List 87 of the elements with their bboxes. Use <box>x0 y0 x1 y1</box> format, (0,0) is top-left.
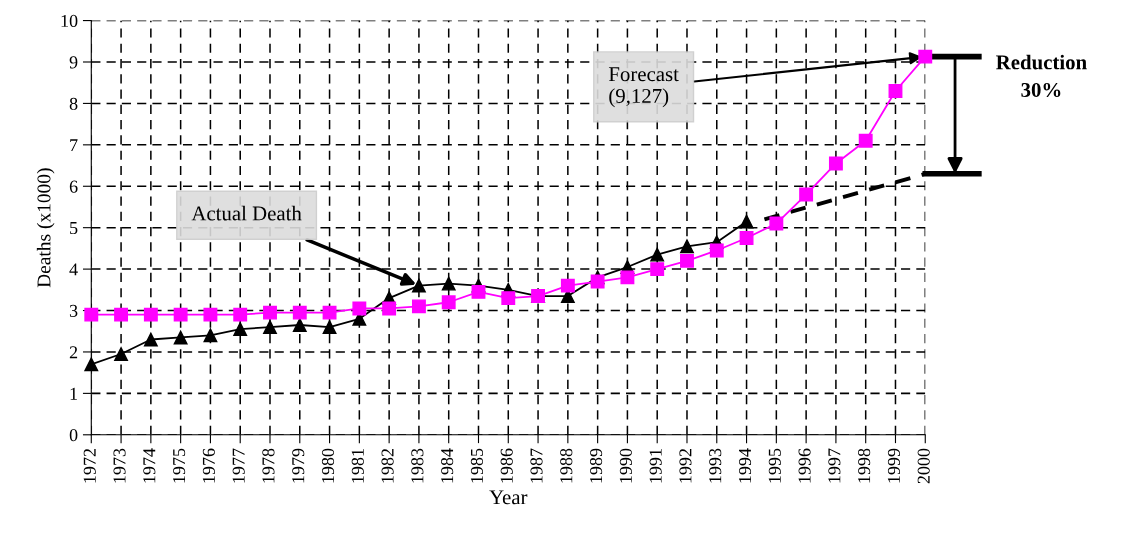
point <box>84 307 99 322</box>
x-tick-label: 1998 <box>858 448 871 483</box>
point <box>322 305 337 320</box>
point <box>441 295 456 310</box>
point <box>709 243 724 258</box>
point <box>620 270 635 285</box>
x-tick-label: 1991 <box>649 449 662 483</box>
y-tick-label: 10 <box>61 14 78 28</box>
y-tick-label: 4 <box>69 263 78 276</box>
point <box>828 156 843 171</box>
point <box>143 332 158 347</box>
y-tick-label: 5 <box>70 222 78 235</box>
y-tick-label: 3 <box>69 304 78 317</box>
y-tick-label: 8 <box>69 97 78 110</box>
x-tick-label: 1990 <box>619 448 632 483</box>
point <box>233 307 248 322</box>
x-tick-label: 1982 <box>381 448 394 483</box>
y-tick-label: 2 <box>69 346 78 359</box>
x-tick-label: 1976 <box>202 448 215 483</box>
y-tick-label: 0 <box>69 429 78 442</box>
point <box>114 307 129 322</box>
point <box>411 299 426 314</box>
point <box>739 231 754 245</box>
x-tick-label: 1977 <box>232 448 245 483</box>
point <box>173 307 188 322</box>
x-tick-label: 1979 <box>292 448 305 483</box>
x-tick-label: 1983 <box>411 448 424 483</box>
x-tick-label: 1992 <box>679 448 692 483</box>
x-tick-label: 1978 <box>262 448 275 483</box>
x-tick-label: 1994 <box>738 448 752 483</box>
x-tick-label: 1996 <box>798 448 811 483</box>
x-axis-title: Year <box>489 490 528 505</box>
point <box>203 328 218 343</box>
point <box>173 330 188 345</box>
point <box>799 187 814 202</box>
x-tick-label: 1984 <box>441 448 454 483</box>
y-tick-label: 9 <box>69 56 78 69</box>
x-tick-label: 1980 <box>321 448 335 483</box>
x-tick-label: 1987 <box>530 448 543 483</box>
point <box>501 291 516 306</box>
point <box>411 278 426 293</box>
point <box>739 214 754 229</box>
x-tick-label: 1981 <box>351 449 364 483</box>
x-tick-label: 1997 <box>828 448 841 483</box>
point <box>382 301 397 316</box>
point <box>590 274 605 289</box>
point <box>292 318 307 332</box>
x-tick-label: 1972 <box>83 448 96 483</box>
y-tick-label: 6 <box>69 180 78 193</box>
point <box>650 247 665 262</box>
x-tick-label: 1999 <box>887 448 900 483</box>
point <box>680 253 694 268</box>
point <box>471 284 486 299</box>
point <box>203 307 218 322</box>
x-tick-label: 1989 <box>589 448 603 483</box>
point <box>263 320 277 335</box>
point <box>292 305 307 320</box>
annotation: Actual Death <box>191 205 302 221</box>
y-tick-label: 1 <box>70 387 78 400</box>
point <box>769 216 784 231</box>
x-tick-label: 1986 <box>500 448 513 483</box>
point <box>84 357 99 372</box>
y-axis-title: Deaths (x1000) <box>36 168 55 288</box>
x-tick-label: 1974 <box>143 448 156 483</box>
point <box>560 278 575 293</box>
x-tick-label: 2000 <box>917 448 930 484</box>
point <box>888 84 903 98</box>
point <box>441 276 456 291</box>
text: Reduction 30% <box>996 54 1087 98</box>
x-tick-label: 1973 <box>113 448 126 483</box>
x-tick-label: 1975 <box>173 448 186 483</box>
x-tick-label: 1988 <box>560 448 573 483</box>
annotation: Forecast (9,127) <box>608 67 679 108</box>
point <box>143 307 158 322</box>
point <box>322 320 337 335</box>
point <box>680 239 694 254</box>
x-tick-label: 1995 <box>768 448 781 483</box>
point <box>858 133 873 148</box>
x-tick-label: 1993 <box>709 448 722 483</box>
y-tick-label: 7 <box>70 139 78 152</box>
point <box>233 322 248 337</box>
point <box>263 305 277 320</box>
point <box>352 301 367 316</box>
point <box>918 49 933 64</box>
point <box>650 262 665 277</box>
x-tick-label: 1985 <box>470 448 484 483</box>
point <box>114 347 129 361</box>
